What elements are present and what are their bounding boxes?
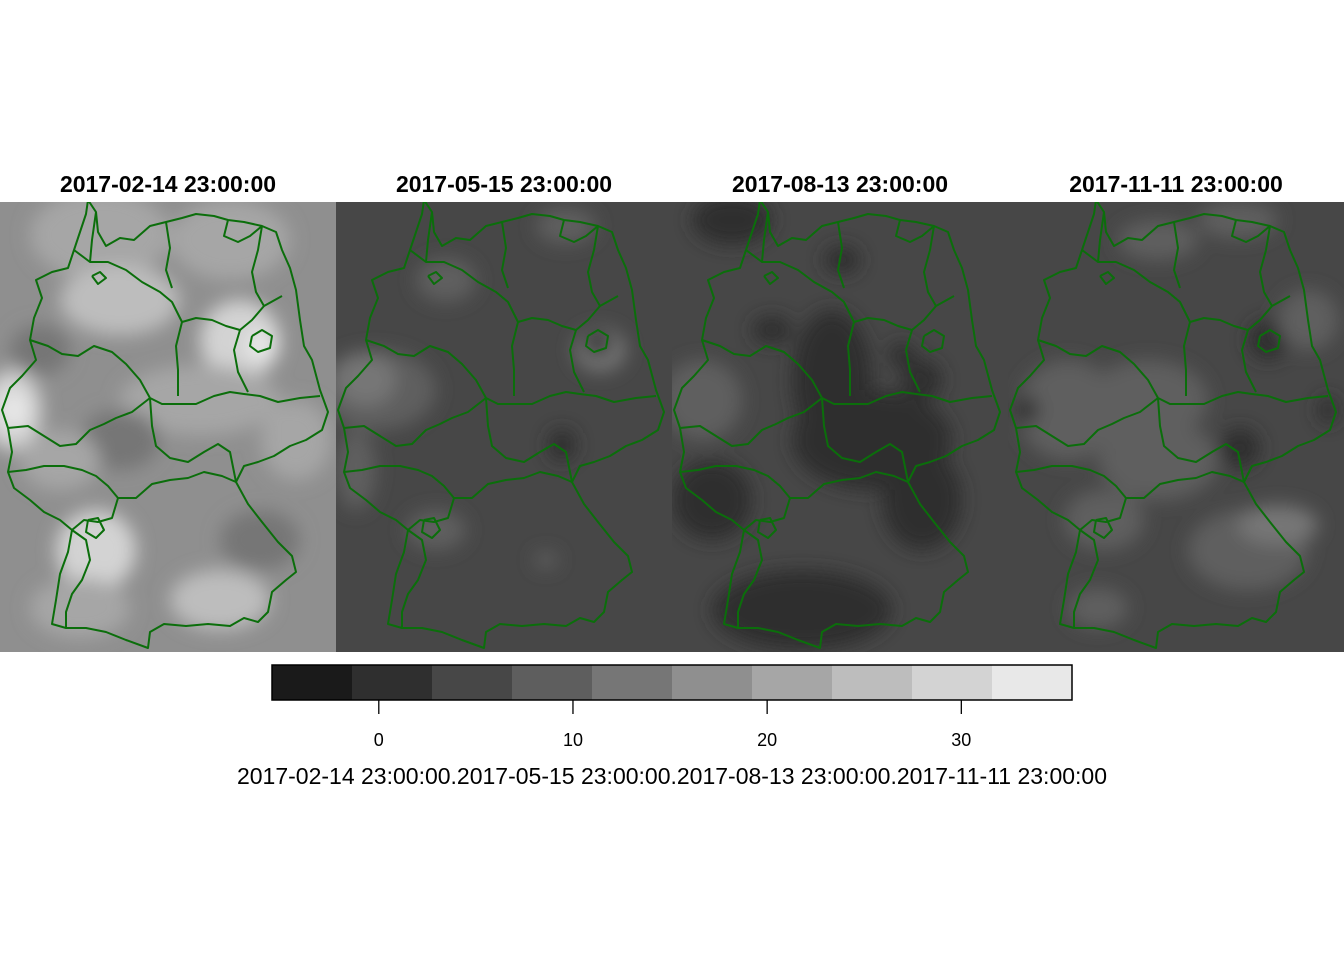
- legend-tick-label: 20: [757, 730, 777, 750]
- map-panel-4: [1008, 202, 1344, 652]
- map-panel-3: [672, 202, 1008, 652]
- legend-frame: [271, 664, 1073, 701]
- legend-tick-label: 10: [563, 730, 583, 750]
- legend-tick-label: 30: [951, 730, 971, 750]
- legend-swatch: [912, 665, 993, 700]
- panel-title-4: 2017-11-11 23:00:00: [1069, 171, 1283, 197]
- state-borders: [673, 202, 1001, 649]
- color-legend: 0 10 20 30: [271, 664, 1073, 750]
- legend-swatch: [752, 665, 833, 700]
- raster-cells: [0, 202, 331, 638]
- legend-swatch: [432, 665, 513, 700]
- map-panel-2: [336, 202, 672, 652]
- legend-swatch: [672, 665, 753, 700]
- legend-swatch: [512, 665, 593, 700]
- legend-swatch: [352, 665, 433, 700]
- panel-title-2: 2017-05-15 23:00:00: [396, 171, 612, 197]
- state-borders: [337, 202, 665, 649]
- state-borders: [1009, 202, 1337, 649]
- legend-swatch: [832, 665, 913, 700]
- map-panel-1: [0, 202, 336, 652]
- legend-swatch: [272, 665, 353, 700]
- panel-title-3: 2017-08-13 23:00:00: [732, 171, 948, 197]
- legend-swatch: [992, 665, 1073, 700]
- legend-caption: 2017-02-14 23:00:00.2017-05-15 23:00:00.…: [237, 763, 1107, 789]
- legend-swatch: [592, 665, 673, 700]
- panel-title-1: 2017-02-14 23:00:00: [60, 171, 276, 197]
- legend-tick-label: 0: [374, 730, 384, 750]
- state-borders: [1, 202, 329, 649]
